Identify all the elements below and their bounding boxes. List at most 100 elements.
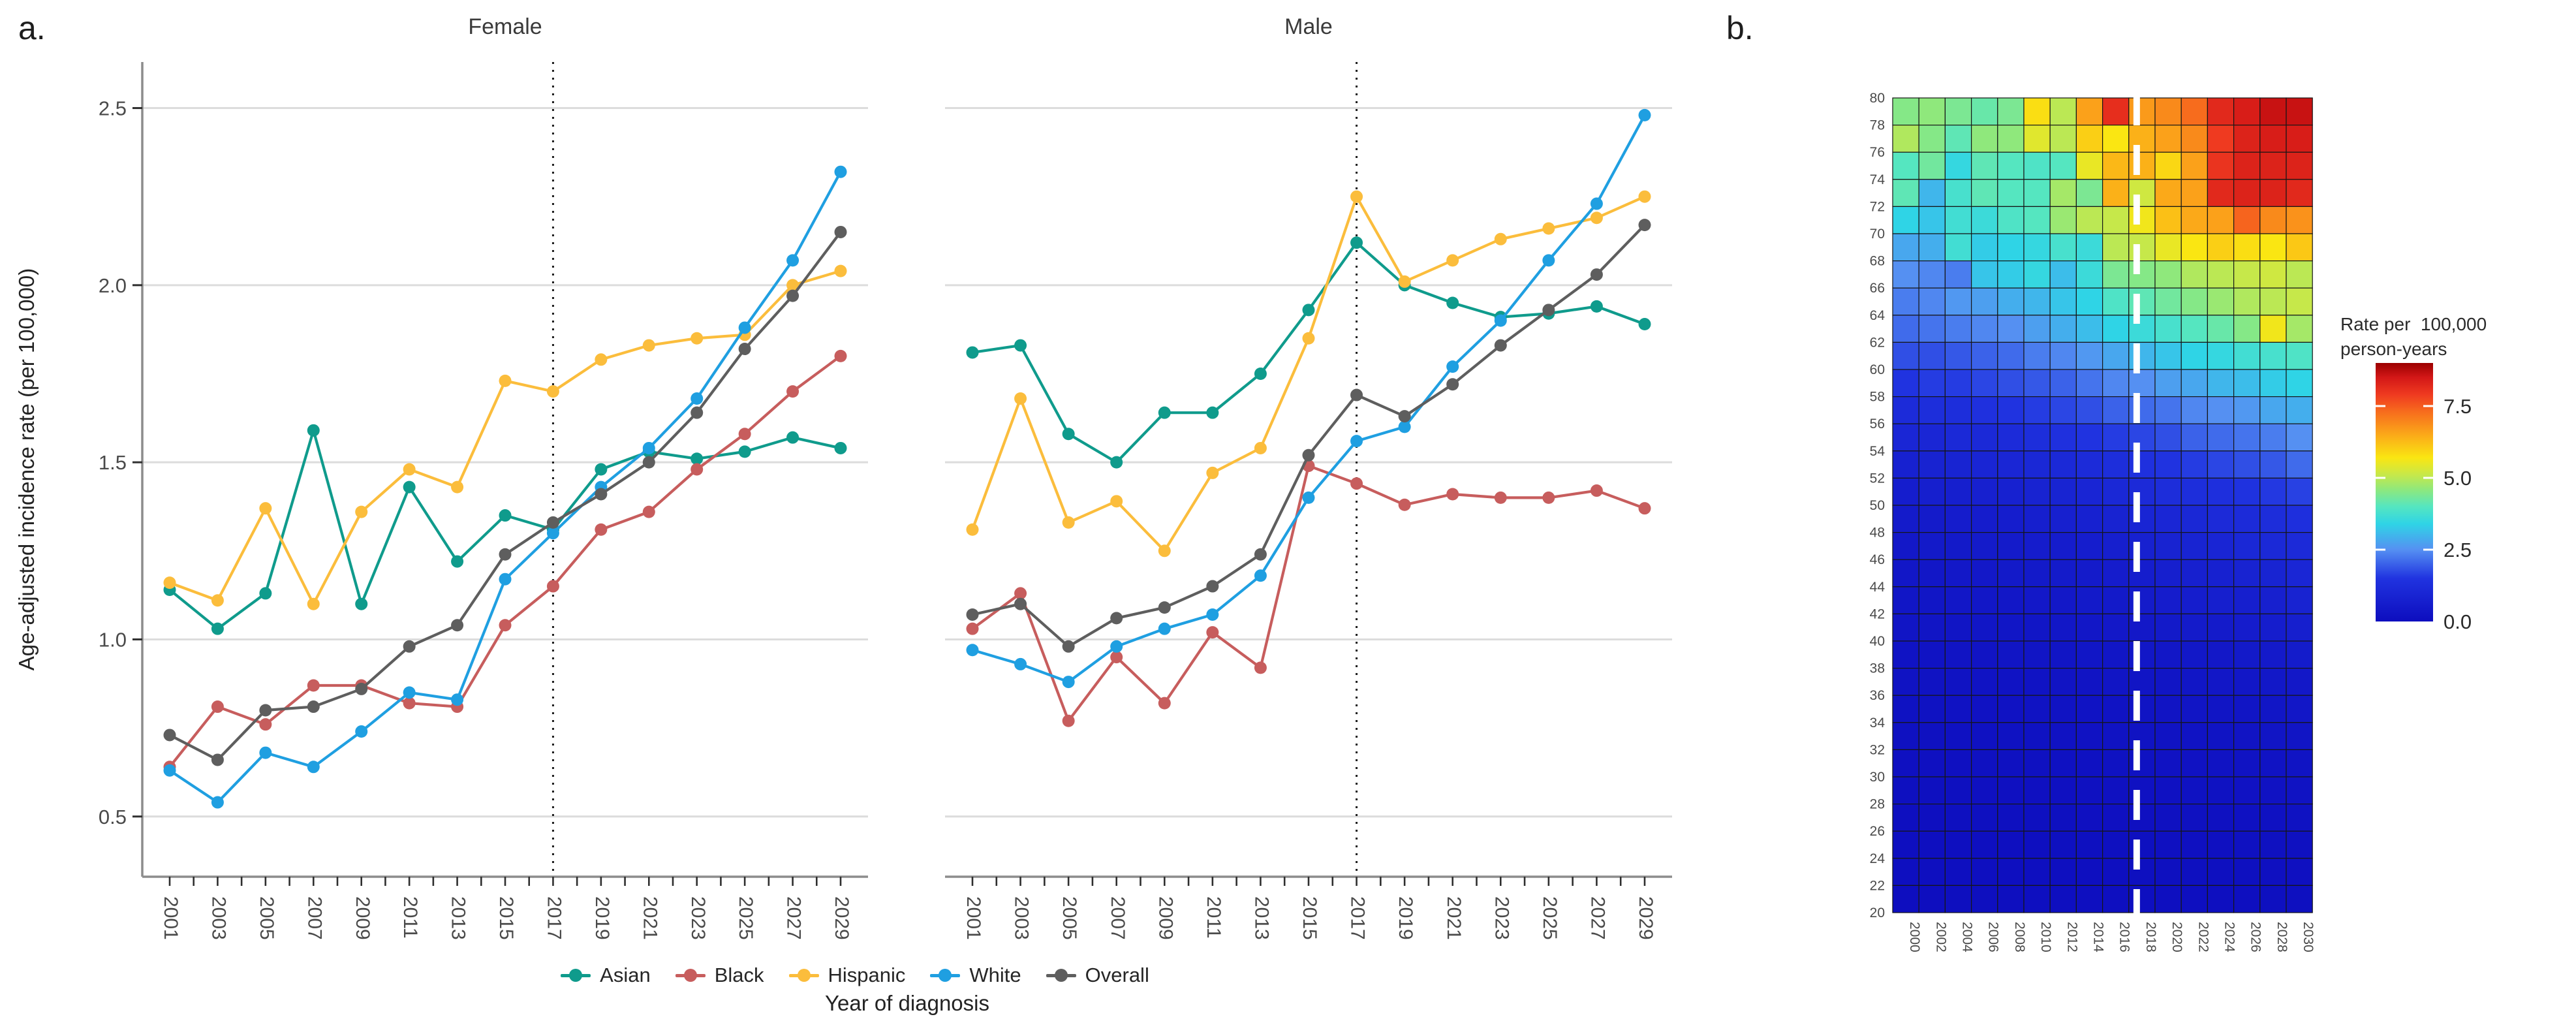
heatmap-cell [2286, 885, 2313, 913]
heatmap-age-label: 48 [1870, 526, 1885, 541]
series-line-black-female [168, 354, 843, 768]
heatmap-cell [2154, 287, 2182, 316]
heatmap-cell [2075, 396, 2103, 424]
heatmap-cell [2049, 776, 2077, 805]
heatmap-age-label: 72 [1870, 199, 1885, 214]
heatmap-cell [2154, 233, 2182, 262]
heatmap-cell [2023, 315, 2051, 343]
heatmap-cell [2102, 477, 2130, 506]
heatmap-cell [2233, 125, 2261, 153]
data-point-white-male [1446, 360, 1459, 373]
heatmap-cell [2154, 667, 2182, 696]
heatmap-cell [2154, 559, 2182, 588]
data-point-white-female [307, 761, 320, 774]
heatmap-cell [2049, 450, 2077, 479]
heatmap-cell [2128, 531, 2156, 560]
heatmap-cell [2023, 260, 2051, 289]
heatmap-cell [2180, 315, 2209, 343]
data-point-hispanic-male [1206, 466, 1219, 479]
heatmap-cell [2049, 830, 2077, 859]
heatmap-cell [1971, 749, 1998, 778]
colorbar-tick-label: 7.5 [2444, 395, 2472, 418]
heatmap-cell [1944, 749, 1972, 778]
legend-label: Hispanic [828, 964, 906, 986]
data-point-white-male [1062, 676, 1075, 689]
heatmap-cell [2259, 667, 2287, 696]
data-point-white-female [451, 693, 464, 706]
heatmap-cell [2154, 613, 2182, 642]
heatmap-cell [1892, 396, 1919, 424]
x-axis-tick-label: 2021 [1443, 896, 1465, 940]
heatmap-cell [1944, 640, 1972, 669]
data-point-asian-female [403, 480, 416, 494]
heatmap-cell [1997, 450, 2025, 479]
heatmap-cell [1918, 830, 1946, 859]
heatmap-cell [1918, 803, 1946, 832]
heatmap-cell [2102, 722, 2130, 751]
heatmap-cell [2286, 423, 2313, 452]
heatmap-cell [2102, 749, 2130, 778]
data-point-overall-male [1062, 640, 1075, 653]
heatmap-cell [1944, 423, 1972, 452]
data-point-overall-male [1014, 597, 1027, 610]
y-axis-tick-label: 1.0 [99, 628, 127, 651]
data-point-overall-male [1206, 580, 1219, 593]
heatmap-cell [2154, 369, 2182, 398]
heatmap-cell [2286, 151, 2313, 180]
heatmap-cell [2102, 125, 2130, 153]
heatmap-cell [2180, 260, 2209, 289]
heatmap-cell [2154, 125, 2182, 153]
heatmap-age-label: 34 [1870, 715, 1885, 730]
heatmap-cell [2233, 586, 2261, 614]
data-point-overall-male [966, 608, 979, 621]
heatmap-cell [2233, 206, 2261, 234]
data-point-hispanic-female [786, 279, 799, 292]
data-point-white-female [786, 254, 799, 267]
data-point-hispanic-female [403, 463, 416, 476]
heatmap-cell [1971, 369, 1998, 398]
heatmap-cell [2023, 667, 2051, 696]
heatmap-cell [1971, 450, 1998, 479]
heatmap-cell [1918, 858, 1946, 887]
heatmap-cell [2207, 803, 2235, 832]
heatmap-cell [2233, 885, 2261, 913]
heatmap-cell [2233, 233, 2261, 262]
heatmap-cell [2154, 531, 2182, 560]
heatmap-cell [2128, 260, 2156, 289]
heatmap-cell [1997, 722, 2025, 751]
heatmap-cell [2023, 885, 2051, 913]
heatmap-cell [1892, 505, 1919, 533]
heatmap-cell [2233, 477, 2261, 506]
heatmap-cell [2075, 531, 2103, 560]
data-point-white-male [1542, 254, 1555, 267]
heatmap-cell [1892, 260, 1919, 289]
heatmap-cell [2049, 369, 2077, 398]
heatmap-cell [2154, 830, 2182, 859]
heatmap-cell [1997, 423, 2025, 452]
data-point-hispanic-male [966, 523, 979, 536]
heatmap-cell [1918, 505, 1946, 533]
heatmap-cell [1997, 341, 2025, 370]
heatmap-cell [1892, 858, 1919, 887]
heatmap-cell [2259, 477, 2287, 506]
data-point-black-male [966, 622, 979, 635]
heatmap-cell [1944, 885, 1972, 913]
colorbar-tick [2376, 477, 2385, 479]
data-point-asian-female [595, 463, 608, 476]
data-point-overall-male [1446, 378, 1459, 391]
heatmap-cell [1918, 586, 1946, 614]
colorbar-title-line2: person-years [2340, 339, 2447, 359]
data-point-asian-male [1014, 339, 1027, 352]
data-point-black-female [546, 580, 559, 593]
heatmap-cell [2023, 505, 2051, 533]
heatmap-cell [1971, 803, 1998, 832]
heatmap-cell [1971, 667, 1998, 696]
panel-a-label: a. [18, 10, 46, 46]
data-point-asian-male [1638, 318, 1651, 331]
heatmap-cell [1971, 233, 1998, 262]
heatmap-cell [2259, 722, 2287, 751]
heatmap-cell [2049, 477, 2077, 506]
heatmap-age-label: 68 [1870, 254, 1885, 269]
data-point-white-female [163, 764, 176, 777]
heatmap-cell [2023, 830, 2051, 859]
